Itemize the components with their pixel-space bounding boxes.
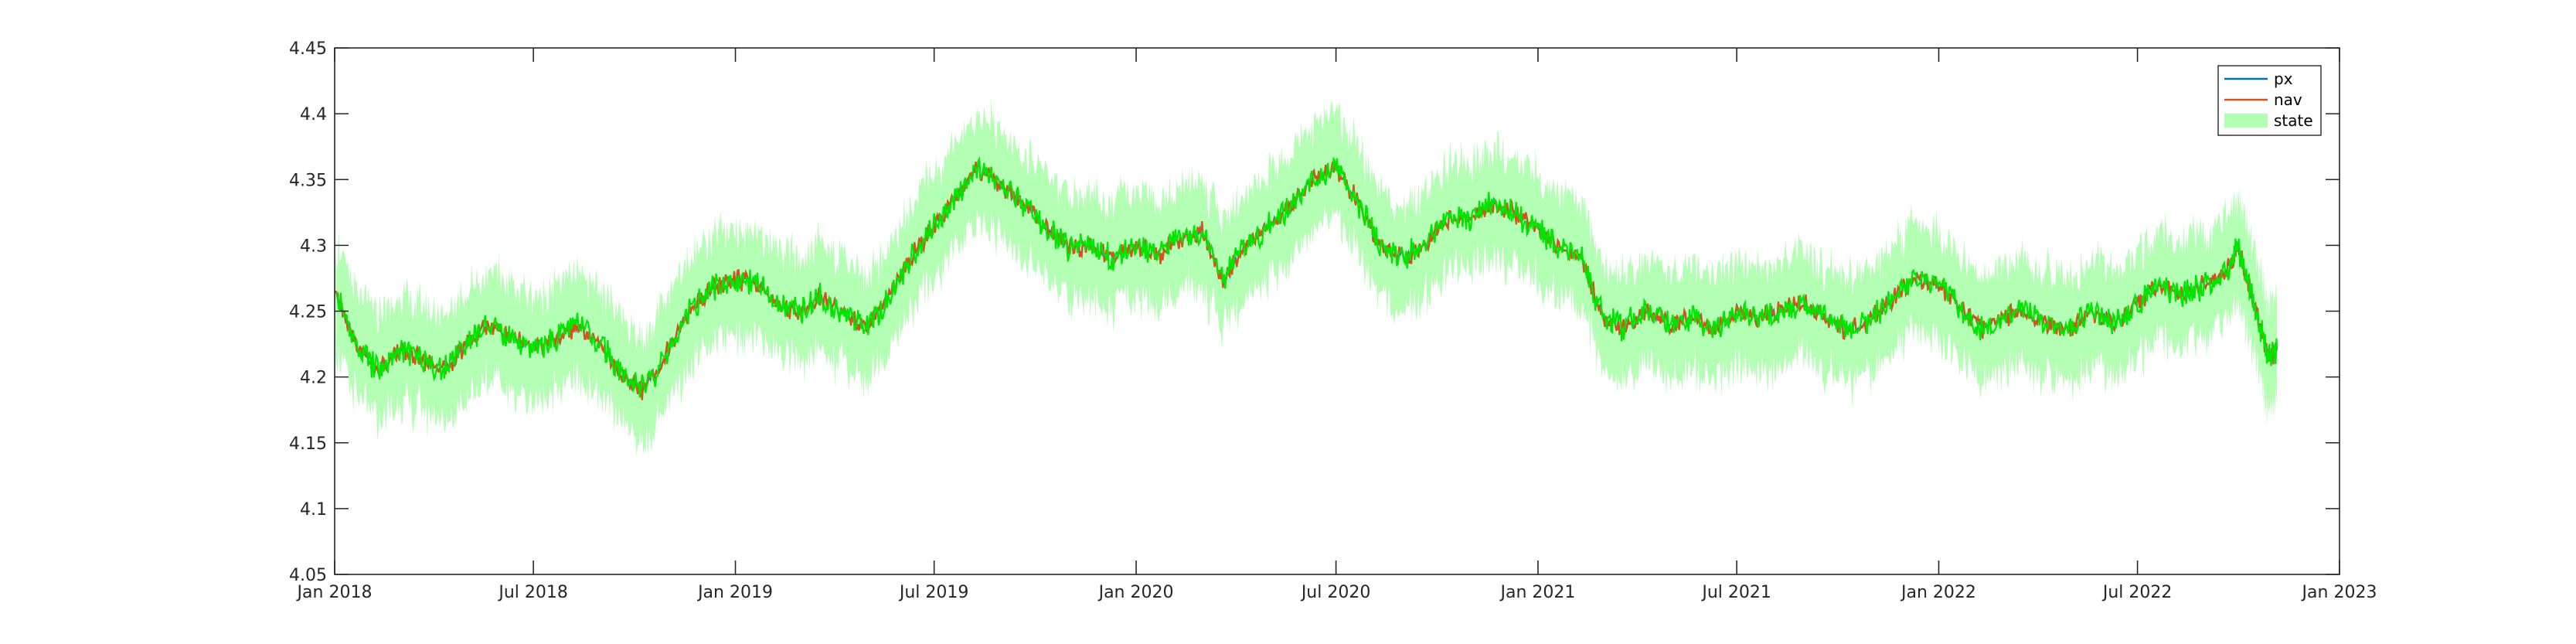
x-tick-label: Jan 2020 [1097,583,1174,602]
legend-label-nav: nav [2274,90,2302,109]
x-tick-label: Jul 2021 [1700,583,1771,602]
x-tick-label: Jul 2019 [898,583,969,602]
x-tick-label: Jul 2022 [2101,583,2173,602]
state-band-layer [335,98,2278,458]
y-tick-label: 4.25 [289,303,327,322]
y-tick-label: 4.35 [289,171,327,190]
legend-label-state: state [2274,111,2313,130]
x-tick-label: Jan 2018 [296,583,373,602]
x-tick-label: Jul 2020 [1300,583,1371,602]
y-tick-label: 4.45 [289,39,327,59]
y-tick-label: 4.4 [300,105,327,124]
y-tick-label: 4.1 [300,500,327,520]
x-tick-label: Jan 2023 [2301,583,2377,602]
x-tick-label: Jan 2022 [1900,583,1976,602]
state-band [335,98,2278,458]
y-tick-label: 4.3 [300,237,327,256]
x-tick-label: Jan 2021 [1499,583,1576,602]
series-lines-layer [335,156,2278,400]
x-axis-ticks: Jan 2018 Jul 2018 Jan 2019 Jul 2019 Jan 2020… [296,48,2377,602]
x-tick-label: Jul 2018 [497,583,568,602]
y-tick-label: 4.05 [289,566,327,585]
y-tick-label: 4.2 [300,369,327,388]
series-line-state [335,156,2278,398]
y-tick-label: 4.15 [289,434,327,454]
legend-label-px: px [2274,70,2293,88]
legend: px nav state [2217,65,2322,136]
y-axis-ticks: 4.05 4.1 4.15 4.2 4.25 4.3 4.35 4.4 4.45 [289,39,2339,585]
legend-swatch-state [2224,114,2268,128]
x-tick-label: Jan 2019 [696,583,773,602]
